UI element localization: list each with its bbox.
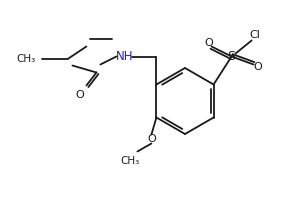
Text: O: O [75,90,84,99]
Text: CH₃: CH₃ [17,53,36,64]
Text: O: O [253,62,262,72]
Text: O: O [147,134,156,145]
Text: Cl: Cl [249,30,260,41]
Text: S: S [228,50,236,63]
Text: CH₃: CH₃ [121,155,140,166]
Text: O: O [204,39,213,48]
Text: NH: NH [116,50,133,63]
